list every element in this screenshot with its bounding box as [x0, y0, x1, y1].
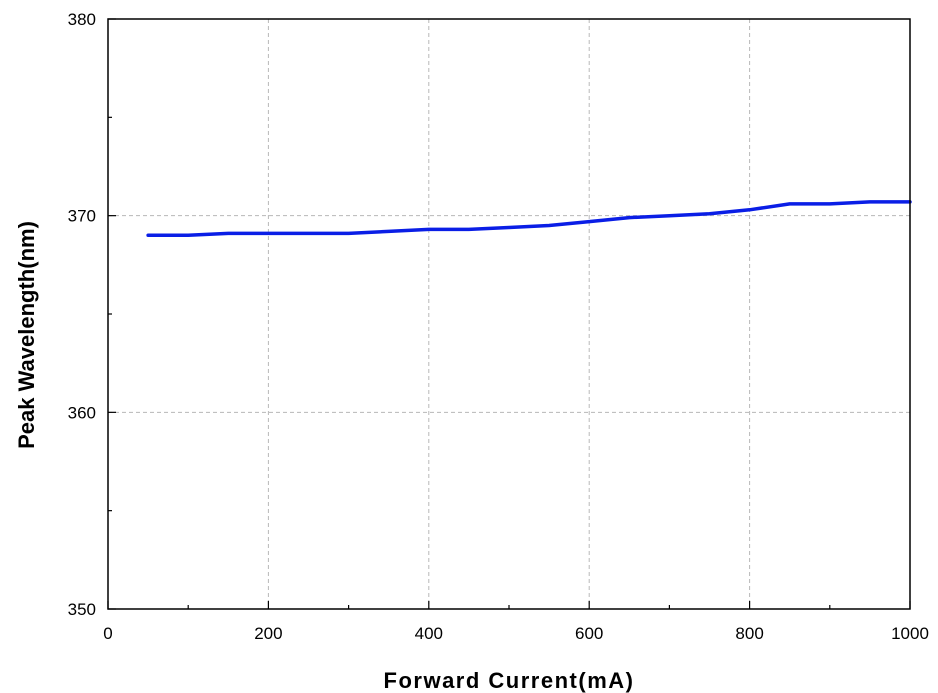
x-tick-label: 400 — [415, 624, 443, 643]
x-tick-label: 0 — [103, 624, 112, 643]
x-tick-label: 600 — [575, 624, 603, 643]
x-tick-label: 800 — [735, 624, 763, 643]
x-tick-label: 200 — [254, 624, 282, 643]
y-tick-label: 360 — [68, 403, 96, 422]
series-layer — [146, 200, 912, 238]
y-tick-labels: 350 360 370 380 — [68, 10, 96, 619]
x-tick-label: 1000 — [891, 624, 929, 643]
y-tick-label: 380 — [68, 10, 96, 29]
x-tick-labels: 0 200 400 600 800 1000 — [103, 624, 929, 643]
ticks — [107, 18, 911, 610]
x-axis-title: Forward Current(mA) — [384, 668, 635, 693]
y-tick-label: 350 — [68, 600, 96, 619]
grid — [108, 19, 910, 609]
y-tick-label: 370 — [68, 207, 96, 226]
plot-frame — [107, 18, 911, 610]
y-axis-title: Peak Wavelength(nm) — [14, 221, 39, 449]
series-line — [146, 200, 912, 238]
